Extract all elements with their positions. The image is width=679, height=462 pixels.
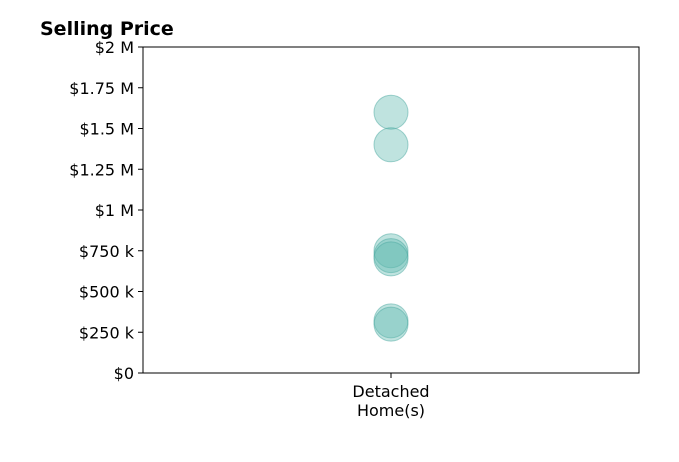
data-point <box>373 241 409 277</box>
data-point <box>373 306 409 342</box>
y-axis: $0 $250 k $500 k $750 k $1 M $1.25 M $1.5 M $1.… <box>69 38 143 383</box>
y-tick-label: $0 <box>114 364 134 383</box>
data-point <box>373 233 409 269</box>
y-tick-label: $1 M <box>95 201 134 220</box>
data-points <box>373 94 409 342</box>
y-tick-label: $500 k <box>79 283 135 302</box>
data-point <box>373 94 409 130</box>
x-tick-label: Detached Home(s) <box>352 382 429 420</box>
y-tick-label: $750 k <box>79 242 135 261</box>
x-axis: Detached Home(s) <box>352 373 430 420</box>
y-tick-label: $2 M <box>95 38 134 57</box>
y-tick-label: $1.25 M <box>69 160 134 179</box>
chart-title: Selling Price <box>40 18 174 40</box>
y-tick-label: $250 k <box>79 323 135 342</box>
y-tick-label: $1.75 M <box>69 79 134 98</box>
data-point <box>373 127 409 163</box>
y-tick-label: $1.5 M <box>79 120 134 139</box>
plot-frame <box>142 46 640 374</box>
